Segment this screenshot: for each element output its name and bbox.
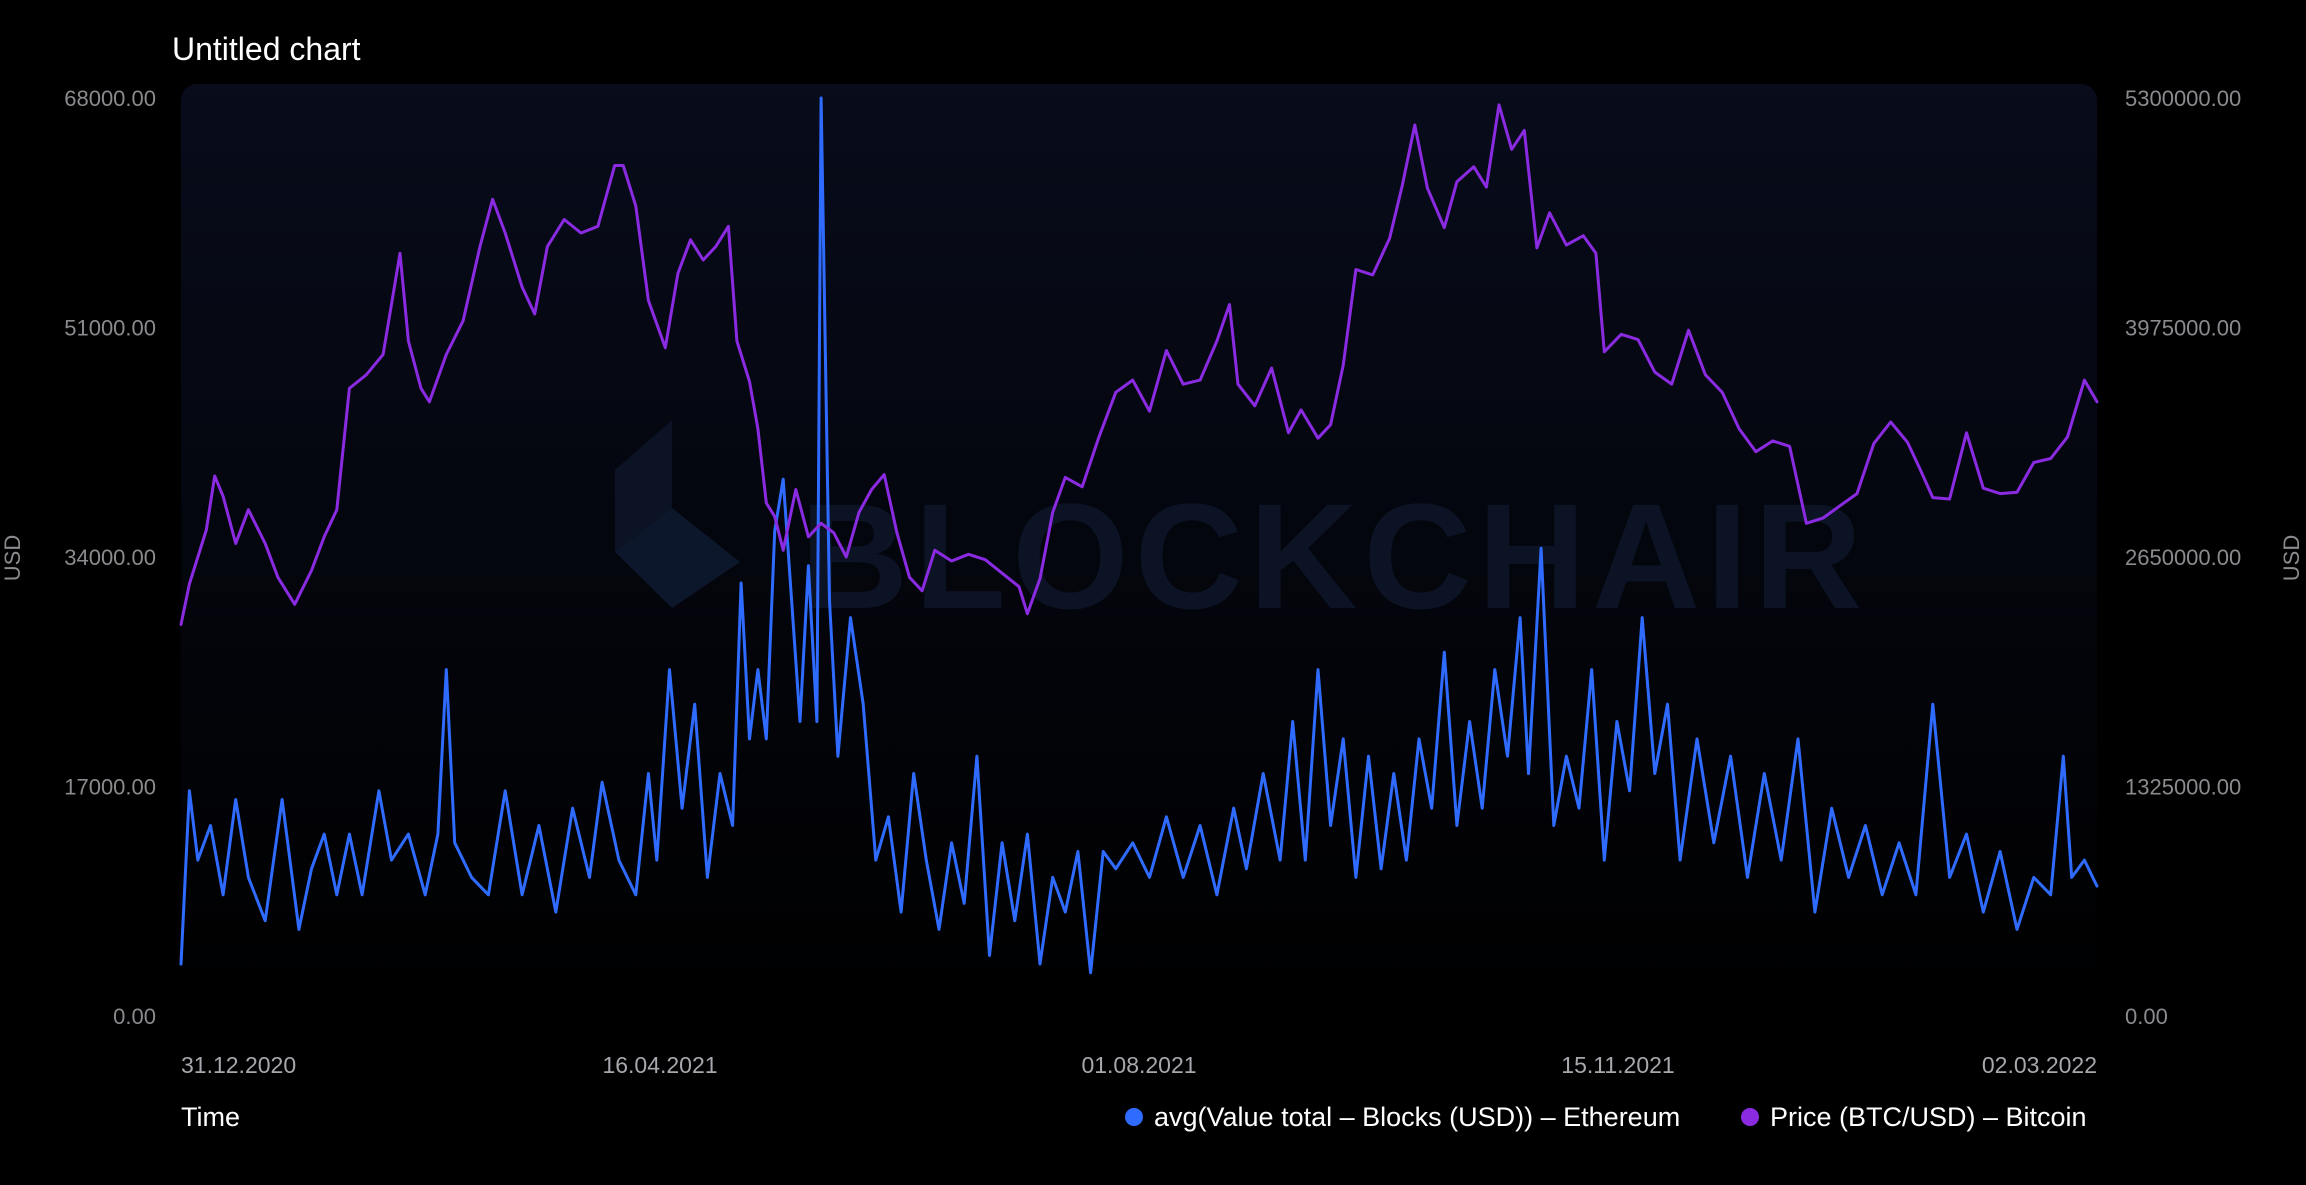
series-line-bitcoin [179,103,2099,626]
y-axis-left-label: USD [0,535,25,581]
blockchair-watermark-logo [615,508,740,608]
legend-item-bitcoin[interactable]: Price (BTC/USD) – Bitcoin [1741,1102,2087,1132]
chart-title: Untitled chart [172,31,361,67]
plot-background [181,84,2097,1014]
x-tick-label: 02.03.2022 [1982,1052,2097,1078]
y-left-tick-label: 51000.00 [64,316,156,341]
x-axis-label: Time [181,1102,240,1132]
y-left-tick-label: 68000.00 [64,86,156,111]
x-tick-label: 31.12.2020 [181,1052,296,1078]
y-axis-left: 0.00 17000.00 34000.00 51000.00 68000.00 [64,86,156,1029]
y-left-tick-label: 17000.00 [64,775,156,800]
x-tick-label: 15.11.2021 [1561,1052,1674,1078]
y-left-tick-label: 34000.00 [64,545,156,570]
x-tick-label: 01.08.2021 [1081,1052,1196,1078]
legend-dot-bitcoin [1741,1108,1759,1126]
y-left-tick-label: 0.00 [113,1004,156,1029]
x-tick-label: 16.04.2021 [602,1052,717,1078]
y-right-tick-label: 5300000.00 [2125,86,2241,111]
y-axis-right-label: USD [2279,535,2304,581]
x-axis: 31.12.2020 16.04.2021 01.08.2021 15.11.2021… [181,1052,2097,1078]
legend-item-ethereum[interactable]: avg(Value total – Blocks (USD)) – Ethere… [1125,1102,1680,1132]
y-right-tick-label: 1325000.00 [2125,775,2241,800]
series-line-ethereum [179,96,2099,975]
legend[interactable]: avg(Value total – Blocks (USD)) – Ethere… [1125,1102,2087,1132]
legend-label-ethereum: avg(Value total – Blocks (USD)) – Ethere… [1154,1102,1680,1132]
legend-label-bitcoin: Price (BTC/USD) – Bitcoin [1770,1102,2087,1132]
series-layer [179,96,2099,975]
y-right-tick-label: 3975000.00 [2125,316,2241,341]
y-axis-right: 0.00 1325000.00 2650000.00 3975000.00 530000… [2125,86,2241,1029]
y-right-tick-label: 0.00 [2125,1004,2168,1029]
y-right-tick-label: 2650000.00 [2125,545,2241,570]
legend-dot-ethereum [1125,1108,1143,1126]
